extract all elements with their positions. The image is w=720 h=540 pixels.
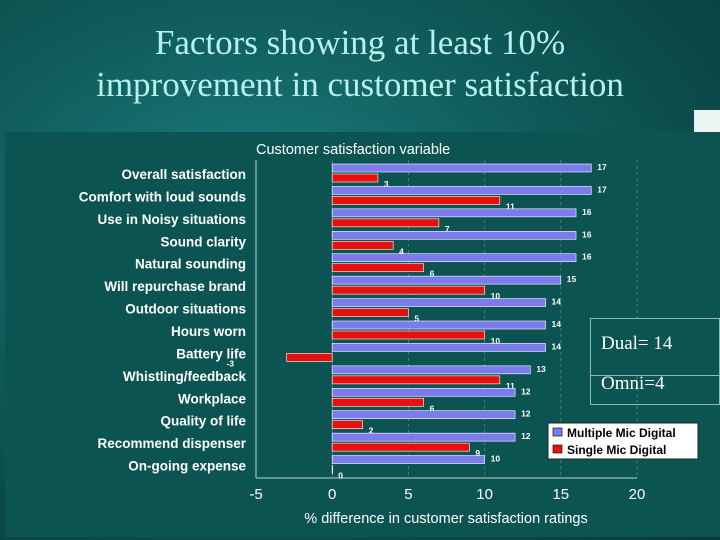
category-label: Use in Noisy situations	[97, 212, 246, 227]
bar-single-mic	[331, 397, 424, 407]
bar-multiple-mic	[331, 186, 592, 195]
bar-single-mic	[286, 353, 333, 362]
bar-multiple-mic	[331, 253, 577, 263]
category-label: Workplace	[178, 391, 247, 406]
omni-annotation-box: Omni=4	[590, 345, 720, 405]
value-label-single: 2	[369, 426, 374, 436]
category-label: Quality of life	[160, 414, 246, 429]
bar-single-mic	[331, 196, 501, 205]
legend-label-single: Single Mic Digital	[567, 443, 666, 457]
x-tick-label: 20	[629, 486, 646, 503]
value-label-multiple: 14	[552, 341, 562, 351]
value-label-multiple: 12	[521, 431, 531, 441]
value-label-single: 4	[399, 246, 404, 256]
decorative-bar	[694, 110, 720, 132]
value-label-multiple: 15	[567, 274, 577, 284]
bar-multiple-mic	[331, 163, 592, 173]
bar-single-mic	[331, 218, 440, 228]
value-label-single: 3	[384, 179, 389, 189]
category-label: Battery life	[176, 346, 246, 361]
bar-multiple-mic	[331, 387, 516, 397]
category-label: Whistling/feedback	[123, 369, 247, 384]
bar-single-mic	[331, 308, 409, 317]
bar-single-mic	[331, 375, 501, 385]
value-label-multiple: 10	[491, 454, 501, 464]
category-label: Recommend dispenser	[97, 436, 246, 451]
slide-title-line1: Factors showing at least 10%	[154, 23, 566, 62]
bar-multiple-mic	[331, 455, 485, 464]
category-label: Sound clarity	[160, 234, 246, 249]
value-label-single: -3	[226, 358, 234, 368]
x-tick-label: 10	[476, 486, 493, 503]
bar-single-mic	[331, 240, 394, 250]
bar-multiple-mic	[331, 320, 546, 330]
slide-title-line2: improvement in customer satisfaction	[96, 65, 624, 104]
x-tick-label: -5	[249, 486, 262, 503]
chart-title: Customer satisfaction variable	[256, 142, 450, 158]
value-label-single: 5	[414, 314, 419, 324]
category-label: Comfort with loud sounds	[79, 189, 246, 204]
category-label: Natural sounding	[135, 257, 246, 272]
bar-single-mic	[331, 442, 470, 452]
value-label-multiple: 14	[552, 319, 562, 329]
value-label-single: 6	[430, 403, 435, 413]
bar-single-mic	[331, 263, 424, 273]
bar-multiple-mic	[331, 432, 516, 442]
bar-single-mic	[331, 465, 334, 474]
value-label-single: 10	[491, 336, 501, 346]
category-label: Outdoor situations	[125, 302, 246, 317]
value-label-multiple: 16	[582, 252, 592, 262]
bar-multiple-mic	[331, 230, 577, 240]
category-label: On-going expense	[128, 459, 246, 474]
value-label-multiple: 17	[597, 184, 607, 194]
bar-single-mic	[331, 285, 485, 295]
category-label: Will repurchase brand	[104, 279, 246, 294]
value-label-single: 6	[430, 269, 435, 279]
bar-single-mic	[331, 173, 379, 183]
slide-title: Factors showing at least 10% improvement…	[0, 22, 720, 106]
x-tick-label: 15	[552, 486, 569, 503]
value-label-single: 11	[506, 381, 515, 391]
bar-multiple-mic	[331, 208, 577, 218]
value-label-multiple: 17	[597, 162, 607, 172]
value-label-single: 9	[475, 448, 480, 458]
x-tick-label: 0	[328, 486, 336, 503]
value-label-multiple: 16	[582, 229, 592, 239]
dual-annotation-box: Dual= 14	[590, 318, 720, 376]
value-label-multiple: 13	[536, 364, 546, 374]
bar-single-mic	[331, 420, 363, 430]
bar-multiple-mic	[331, 410, 516, 420]
bar-single-mic	[331, 330, 485, 340]
x-axis-title: % difference in customer satisfaction ra…	[304, 511, 587, 527]
category-label: Overall satisfaction	[121, 167, 246, 182]
legend-swatch-multiple	[552, 427, 563, 437]
legend-box	[547, 422, 699, 460]
value-label-multiple: 14	[552, 297, 562, 307]
value-label-multiple: 12	[521, 386, 531, 396]
bar-multiple-mic	[331, 365, 531, 375]
value-label-single: 10	[491, 291, 501, 301]
value-label-single: 11	[506, 201, 515, 211]
dual-annotation: Dual= 14	[601, 333, 673, 354]
category-label: Hours worn	[171, 324, 246, 339]
value-label-multiple: 16	[582, 207, 592, 217]
bar-multiple-mic	[331, 343, 546, 352]
value-label-single: 0	[338, 471, 343, 481]
legend-label-multiple: Multiple Mic Digital	[567, 426, 676, 440]
value-label-single: 7	[445, 224, 450, 234]
omni-annotation: Omni=4	[601, 373, 665, 394]
bar-multiple-mic	[331, 298, 546, 307]
bar-multiple-mic	[331, 275, 562, 285]
value-label-multiple: 12	[521, 409, 531, 419]
legend-swatch-single	[552, 444, 563, 454]
x-tick-label: 5	[404, 486, 412, 503]
